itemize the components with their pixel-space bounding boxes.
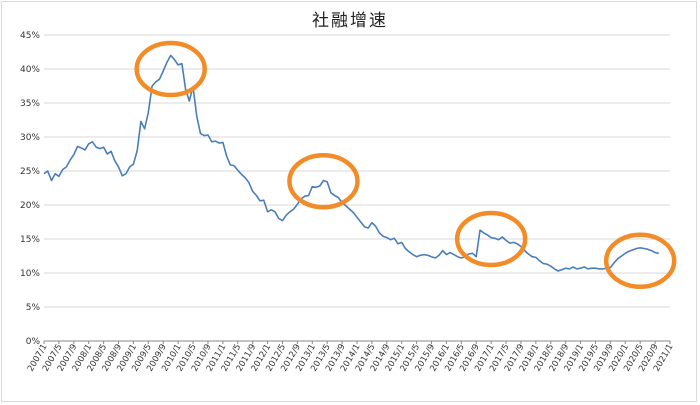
y-tick-label: 10%	[20, 269, 40, 279]
series-line	[43, 54, 659, 272]
y-tick-label: 45%	[20, 31, 40, 41]
y-tick-label: 30%	[20, 133, 40, 143]
chart-title: 社融增速	[312, 11, 388, 31]
y-tick-label: 25%	[20, 167, 40, 177]
y-tick-label: 20%	[20, 201, 40, 211]
highlight-circle	[134, 40, 207, 98]
highlight-circle	[603, 232, 677, 290]
highlight-circle	[454, 210, 528, 268]
y-tick-label: 0%	[26, 337, 41, 347]
y-tick-label: 5%	[26, 303, 41, 313]
highlight-circle	[287, 152, 360, 210]
y-tick-label: 40%	[20, 65, 40, 75]
y-tick-label: 35%	[20, 99, 40, 109]
y-tick-label: 15%	[20, 235, 40, 245]
